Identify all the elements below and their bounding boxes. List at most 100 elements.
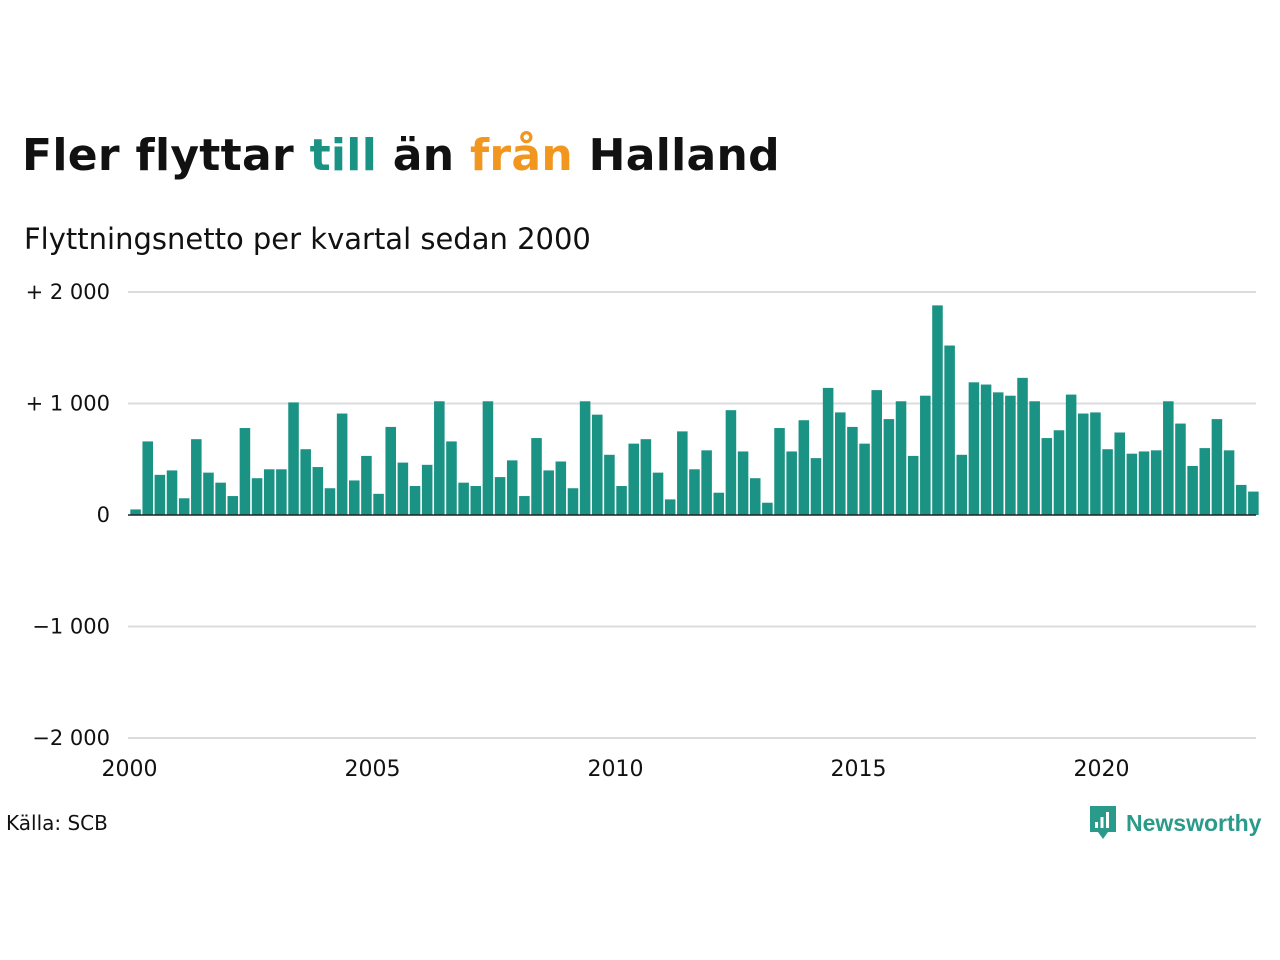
bar-2019q4 — [1090, 412, 1101, 515]
bar-2005q3 — [397, 462, 409, 515]
brand-logo[interactable]: Newsworthy — [1088, 804, 1261, 842]
bar-2016q3 — [932, 305, 943, 515]
bar-2001q4 — [215, 482, 226, 515]
bar-2013q1 — [762, 502, 773, 515]
brand-name: Newsworthy — [1126, 809, 1262, 836]
bar-2017q3 — [980, 384, 992, 515]
bar-2019q2 — [1065, 394, 1077, 515]
bar-2008q2 — [531, 438, 542, 515]
bar-2021q3 — [1175, 423, 1186, 515]
bar-2014q4 — [847, 426, 858, 515]
x-tick-label: 2005 — [345, 757, 401, 782]
bar-2019q3 — [1078, 413, 1089, 515]
bar-2006q4 — [458, 482, 469, 515]
title-word-fran: från — [469, 130, 573, 181]
y-axis-labels: + 2 000 + 1 000 0 −1 000 −2 000 — [26, 280, 110, 750]
y-tick-label: + 2 000 — [26, 280, 110, 304]
bar-2007q1 — [470, 486, 482, 515]
x-axis-labels: 2000 2005 2010 2015 2020 — [102, 757, 1130, 782]
bar-2008q4 — [555, 461, 567, 515]
bar-2017q4 — [992, 392, 1004, 515]
x-tick-label: 2010 — [588, 757, 644, 782]
bar-2022q2 — [1211, 419, 1223, 515]
bar-2010q4 — [652, 472, 664, 515]
bar-2003q1 — [276, 469, 287, 515]
bar-2005q2 — [385, 426, 396, 515]
bar-2013q3 — [786, 451, 797, 515]
bar-2004q4 — [361, 455, 372, 515]
bar-2014q1 — [810, 458, 822, 515]
bar-2009q1 — [567, 488, 579, 515]
bar-2004q1 — [324, 488, 336, 515]
title-part-3: än — [377, 130, 470, 181]
bar-2022q1 — [1199, 448, 1211, 515]
bar-2007q2 — [482, 401, 494, 515]
x-tick-label: 2000 — [102, 757, 158, 782]
bar-2000q2 — [142, 441, 153, 515]
bar-2004q3 — [349, 480, 360, 515]
bar-2018q2 — [1017, 377, 1028, 515]
bar-2001q2 — [191, 439, 202, 515]
bar-2015q3 — [883, 419, 895, 515]
bar-2014q3 — [835, 412, 846, 515]
bar-2016q4 — [944, 345, 955, 515]
bar-2010q2 — [628, 443, 639, 515]
bar-2012q4 — [749, 478, 761, 515]
bar-2017q1 — [956, 454, 968, 515]
y-tick-label: −1 000 — [32, 615, 110, 639]
bar-2019q1 — [1053, 430, 1065, 515]
bar-2002q1 — [227, 496, 239, 515]
bar-2000q3 — [154, 474, 166, 515]
bar-2013q4 — [798, 420, 810, 515]
bar-2013q2 — [774, 428, 785, 515]
bar-2007q4 — [506, 460, 518, 515]
x-tick-label: 2020 — [1074, 757, 1130, 782]
bar-2000q4 — [166, 470, 178, 515]
bar-chart: + 2 000 + 1 000 0 −1 000 −2 000 2000 2005 2010… — [26, 280, 1259, 782]
bars — [130, 305, 1259, 515]
bar-2002q3 — [251, 478, 263, 515]
bar-2020q3 — [1126, 453, 1138, 515]
bar-2006q3 — [446, 441, 457, 515]
bar-2018q1 — [1005, 395, 1016, 515]
bar-2012q2 — [725, 410, 737, 515]
bar-2018q4 — [1041, 438, 1053, 515]
bar-2015q2 — [871, 390, 882, 515]
bar-2003q4 — [312, 467, 324, 515]
bar-2001q3 — [203, 472, 214, 515]
bar-2022q3 — [1223, 450, 1235, 515]
bar-2004q2 — [336, 413, 348, 515]
bar-2017q2 — [968, 382, 980, 515]
title-word-till: till — [309, 130, 378, 181]
bar-2008q1 — [519, 496, 530, 515]
chart-subtitle: Flyttningsnetto per kvartal sedan 2000 — [24, 222, 591, 256]
newsworthy-logo-icon — [1090, 806, 1116, 839]
bar-2021q4 — [1187, 465, 1198, 515]
bar-2020q2 — [1114, 432, 1125, 515]
y-tick-label: −2 000 — [32, 726, 110, 750]
bar-2002q4 — [263, 469, 275, 515]
bar-2000q1 — [130, 509, 141, 515]
bar-2005q4 — [409, 486, 421, 515]
bar-2009q4 — [604, 454, 615, 515]
bar-2011q1 — [664, 499, 676, 515]
bar-2011q4 — [701, 450, 712, 515]
y-tick-label: 0 — [97, 503, 110, 527]
bar-2016q2 — [920, 395, 931, 515]
source-note: Källa: SCB — [6, 811, 108, 835]
bar-2009q3 — [592, 414, 603, 515]
bar-2002q2 — [239, 428, 251, 515]
bar-2016q1 — [907, 455, 919, 515]
bar-2006q1 — [421, 464, 433, 515]
chart-title: Fler flyttar till än från Halland — [22, 130, 780, 181]
y-tick-label: + 1 000 — [26, 392, 110, 416]
bar-2018q3 — [1029, 401, 1040, 515]
bar-2012q1 — [713, 492, 725, 515]
bar-2012q3 — [737, 451, 749, 515]
x-tick-label: 2015 — [831, 757, 887, 782]
bar-2020q1 — [1102, 449, 1113, 515]
bar-2015q4 — [895, 401, 907, 515]
bar-2011q3 — [689, 469, 700, 515]
bar-2003q2 — [288, 402, 299, 515]
bar-2008q3 — [543, 470, 554, 515]
